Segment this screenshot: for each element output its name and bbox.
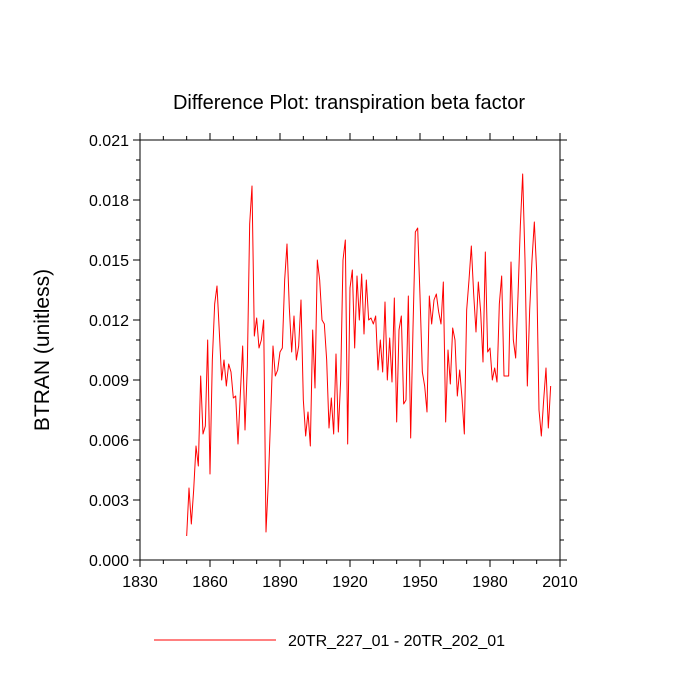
x-tick-label: 1980 — [472, 574, 508, 591]
y-tick-label: 0.009 — [89, 373, 129, 390]
x-tick-label: 1860 — [192, 574, 228, 591]
x-tick-label: 1890 — [262, 574, 298, 591]
legend-label: 20TR_227_01 - 20TR_202_01 — [288, 633, 505, 650]
plot-frame — [139, 139, 561, 561]
legend: 20TR_227_01 - 20TR_202_01 — [154, 633, 505, 650]
y-axis: 0.000 0.003 0.006 0.009 0.012 0.015 0.018 0.021 — [89, 133, 567, 570]
series-group — [186, 173, 552, 537]
x-tick-label: 2010 — [542, 574, 578, 591]
y-tick-label: 0.012 — [89, 313, 129, 330]
y-tick-label: 0.003 — [89, 493, 129, 510]
y-axis-label: BTRAN (unitless) — [31, 269, 54, 431]
x-axis: 1830 1860 1890 1920 1950 1980 2010 — [122, 133, 578, 591]
x-tick-label: 1950 — [402, 574, 438, 591]
chart-title: Difference Plot: transpiration beta fact… — [173, 92, 525, 114]
y-tick-label: 0.006 — [89, 433, 129, 450]
x-tick-label: 1830 — [122, 574, 158, 591]
y-tick-label: 0.015 — [89, 253, 129, 270]
y-tick-label: 0.021 — [89, 133, 129, 150]
series-line — [186, 173, 552, 537]
y-tick-label: 0.000 — [89, 553, 129, 570]
y-tick-label: 0.018 — [89, 193, 129, 210]
x-tick-label: 1920 — [332, 574, 368, 591]
